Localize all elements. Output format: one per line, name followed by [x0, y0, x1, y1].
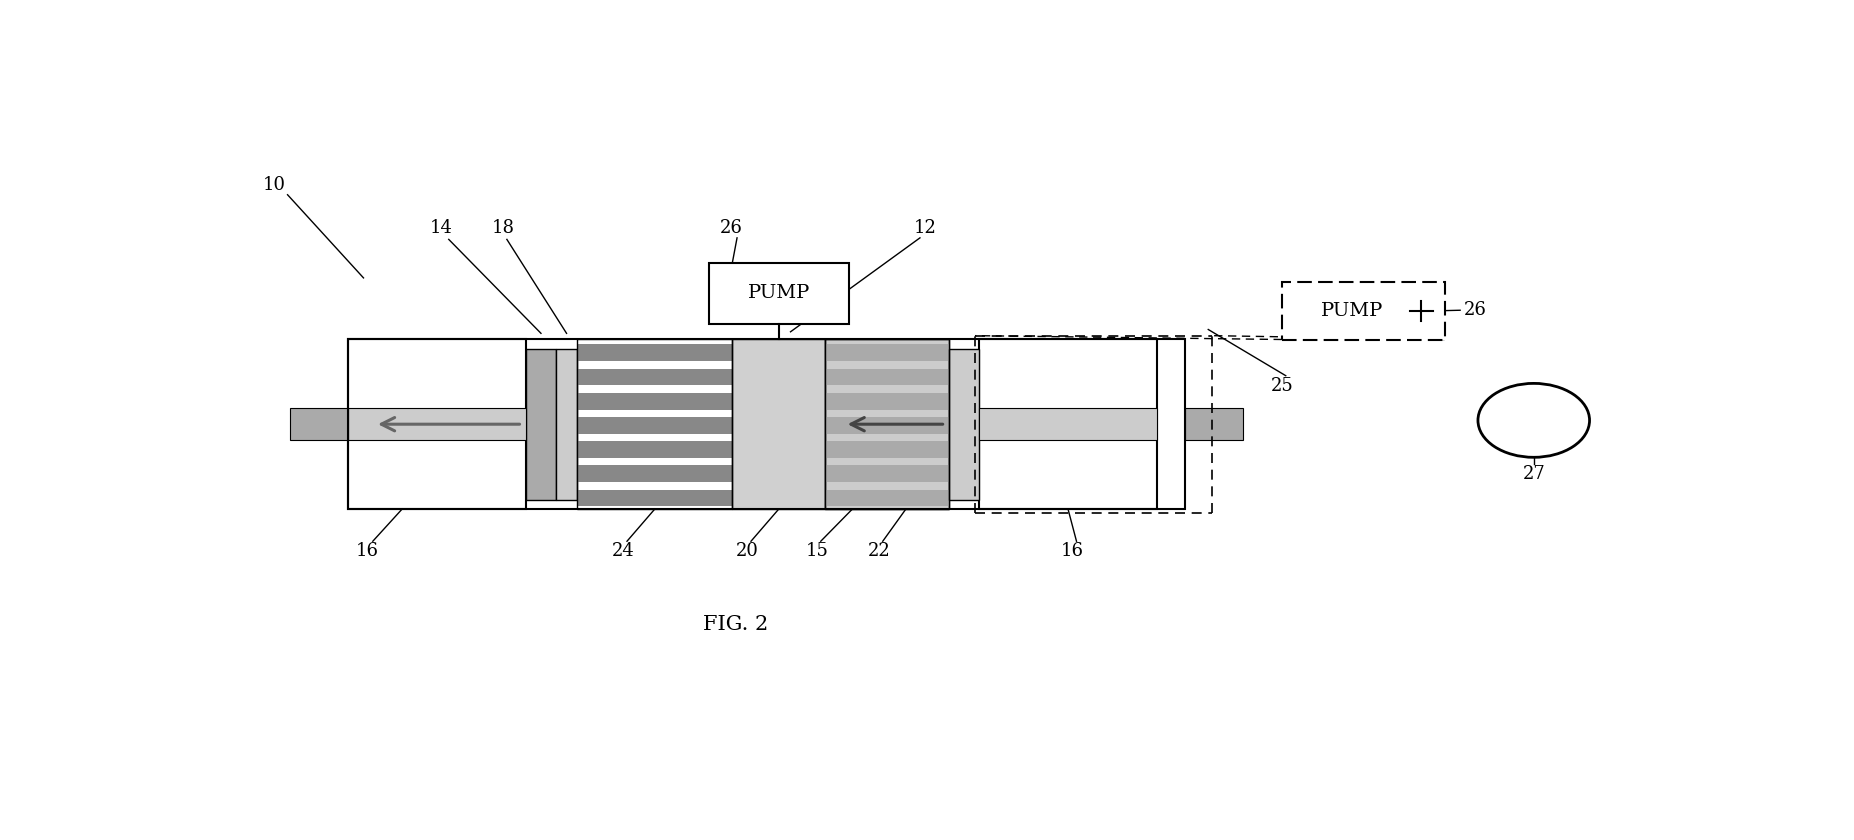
Bar	[1281, 281, 1444, 339]
Bar	[577, 417, 732, 434]
Text: 18: 18	[491, 219, 515, 237]
Text: 22: 22	[868, 543, 890, 560]
Bar	[1185, 408, 1244, 440]
Bar	[527, 349, 556, 500]
Text: FIG. 2: FIG. 2	[703, 615, 768, 634]
Bar	[825, 441, 949, 458]
Bar	[577, 441, 732, 458]
Bar	[349, 408, 527, 440]
Text: 10: 10	[263, 176, 286, 195]
Text: 14: 14	[430, 219, 452, 237]
Bar	[825, 339, 949, 509]
Bar	[825, 339, 949, 509]
Bar	[556, 349, 577, 500]
Bar	[979, 339, 1157, 509]
Bar	[289, 408, 349, 440]
Bar	[732, 339, 825, 509]
Bar	[825, 490, 949, 507]
Bar	[825, 393, 949, 410]
Bar	[577, 369, 732, 386]
Bar	[825, 465, 949, 482]
Bar	[708, 262, 849, 324]
Text: PUMP: PUMP	[1320, 302, 1383, 320]
Text: 26: 26	[719, 219, 743, 237]
Bar	[825, 344, 949, 361]
Bar	[949, 349, 979, 500]
Text: 12: 12	[914, 219, 936, 237]
Bar	[577, 465, 732, 482]
Bar	[577, 339, 732, 509]
Text: 20: 20	[736, 543, 758, 560]
Bar	[825, 369, 949, 386]
Text: 25: 25	[1270, 376, 1294, 395]
Bar	[979, 408, 1157, 440]
Bar	[577, 393, 732, 410]
Bar	[825, 417, 949, 434]
Text: 15: 15	[805, 543, 829, 560]
Ellipse shape	[1478, 383, 1589, 457]
Bar	[349, 339, 1185, 509]
Text: 16: 16	[1060, 543, 1085, 560]
Bar	[577, 344, 732, 361]
Text: 24: 24	[612, 543, 634, 560]
Text: 27: 27	[1522, 465, 1544, 483]
Text: 16: 16	[356, 543, 378, 560]
Text: PUMP: PUMP	[747, 284, 810, 302]
Bar	[349, 339, 527, 509]
Text: 26: 26	[1465, 302, 1487, 319]
Bar	[577, 490, 732, 507]
